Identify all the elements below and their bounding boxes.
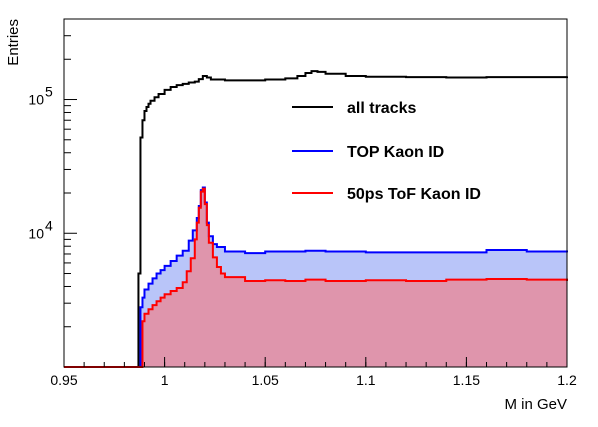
series-line-1 — [64, 186, 568, 368]
series-fill-2 — [64, 188, 567, 367]
legend-label-2: 50ps ToF Kaon ID — [347, 186, 481, 203]
series-line-2 — [64, 187, 568, 368]
x-tick-label: 1.2 — [557, 372, 577, 388]
legend-label-1: TOP Kaon ID — [347, 144, 444, 161]
x-tick-label: 1 — [161, 372, 169, 388]
y-tick-label: 10 — [28, 225, 44, 241]
legend: all tracks TOP Kaon ID 50ps ToF Kaon ID — [292, 100, 481, 203]
y-tick-exponent: 5 — [45, 84, 53, 100]
x-axis-title: M in GeV — [504, 396, 567, 413]
x-tick-label: 1.15 — [453, 372, 480, 388]
legend-label-0: all tracks — [347, 100, 416, 117]
x-tick-label: 1.05 — [252, 372, 279, 388]
series-line-0 — [64, 70, 568, 368]
series-fills — [64, 187, 567, 367]
x-tick-label: 0.95 — [50, 372, 77, 388]
y-axis-title: Entries — [5, 19, 22, 66]
y-tick-label: 10 — [28, 92, 44, 108]
x-axis: 0.95 1 1.05 1.1 1.15 1.2 — [50, 357, 577, 388]
series-lines — [64, 70, 568, 368]
y-tick-exponent: 4 — [45, 217, 53, 233]
x-tick-label: 1.1 — [356, 372, 376, 388]
